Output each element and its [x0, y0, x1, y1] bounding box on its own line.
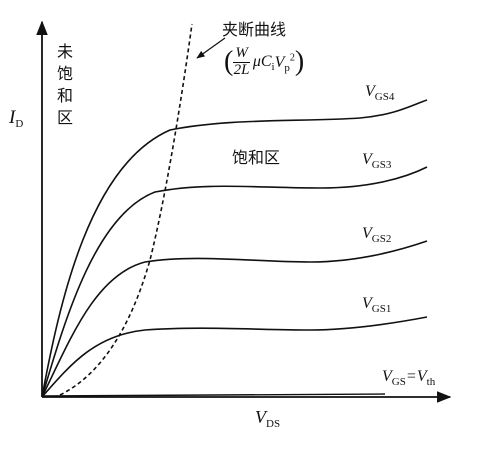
curve-vgs2 — [41, 240, 428, 398]
pinch-off-leader — [196, 37, 226, 59]
threshold-curve — [41, 393, 386, 397]
unsaturated-char-1: 未 — [57, 42, 74, 61]
label-vgs2: VGS2 — [362, 225, 392, 245]
saturated-region-label: 饱和区 — [232, 148, 281, 167]
curve-vgs4 — [41, 99, 428, 398]
label-vgs4: VGS4 — [365, 83, 395, 103]
label-vgs1: VGS1 — [362, 295, 392, 315]
x-axis-label: VDS — [255, 407, 281, 430]
label-vgs3: VGS3 — [362, 151, 392, 171]
curve-vgs3 — [41, 166, 428, 398]
unsaturated-char-4: 区 — [57, 108, 74, 127]
pinch-off-formula: (W 2L μCiVp2) — [224, 45, 305, 78]
unsaturated-char-3: 和 — [57, 86, 74, 105]
y-axis-label: ID — [9, 107, 24, 130]
threshold-label: VGS=Vth — [382, 368, 436, 388]
pinch-off-curve — [59, 23, 193, 396]
curve-vgs1 — [41, 316, 428, 398]
pinch-off-title: 夹断曲线 — [222, 20, 287, 39]
unsaturated-char-2: 饱 — [57, 64, 74, 83]
